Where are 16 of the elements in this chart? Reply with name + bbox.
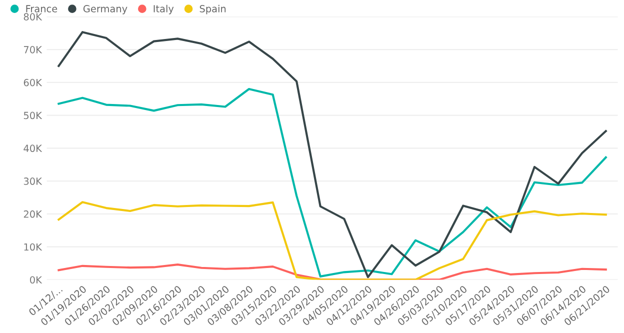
legend-label: Germany <box>83 5 128 14</box>
y-tick-label: 80K <box>24 13 42 20</box>
y-tick-label: 40K <box>24 144 42 152</box>
y-tick-label: 20K <box>24 210 42 218</box>
line-series <box>58 31 607 278</box>
legend-label: France <box>26 5 58 12</box>
legend-label: Italy <box>154 4 174 14</box>
y-tick-label: 0K <box>30 276 42 284</box>
y-tick-label: 30K <box>24 178 42 185</box>
line-series <box>58 201 607 280</box>
y-tick-label: 50K <box>24 112 42 120</box>
line-series <box>58 88 607 278</box>
y-tick-label: 70K <box>24 46 42 54</box>
y-tick-label: 60K <box>24 78 42 86</box>
y-tick-label: 10K <box>24 243 42 251</box>
legend-label: Spain <box>200 4 226 14</box>
